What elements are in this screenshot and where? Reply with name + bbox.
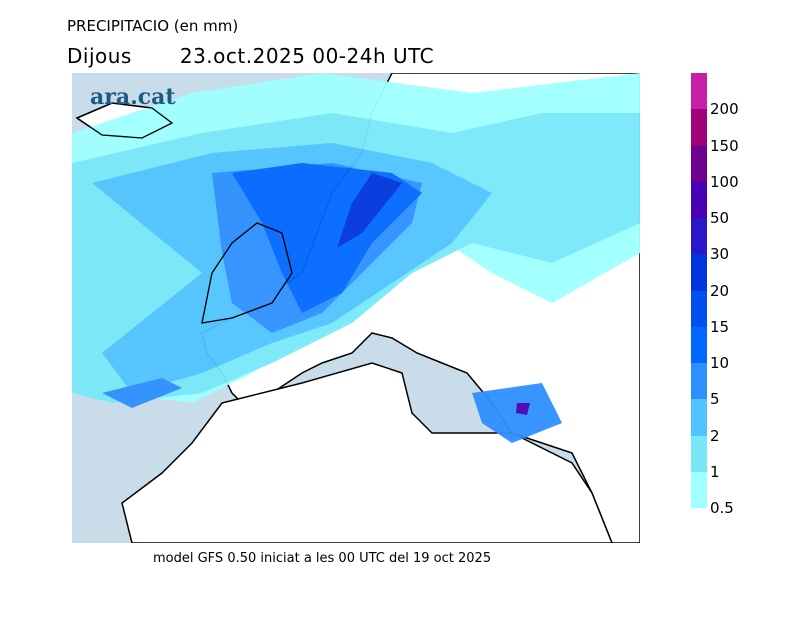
legend-label: 0.5 (710, 499, 734, 517)
legend-label: 1 (710, 462, 720, 481)
legend-swatch (691, 290, 707, 327)
legend-swatch (691, 181, 707, 218)
legend-label: 100 (710, 172, 739, 191)
precip-area-greece-core (516, 403, 530, 415)
legend-swatch (691, 399, 707, 436)
coastlines (75, 102, 293, 324)
legend-label: 150 (710, 136, 739, 155)
period-label: 23.oct.2025 00-24h UTC (179, 44, 435, 68)
legend-label: 200 (710, 100, 739, 119)
precipitation-map (72, 73, 640, 543)
legend-label: 10 (710, 354, 730, 372)
day-label: Dijous (67, 44, 132, 68)
legend-label: 50 (710, 209, 730, 227)
legend-swatch (691, 254, 707, 291)
legend-swatch (691, 218, 707, 255)
legend-label: 30 (710, 245, 730, 264)
legend-swatch (691, 326, 707, 363)
legend-swatch (691, 435, 707, 472)
legend-swatch (691, 363, 707, 400)
color-legend (691, 73, 707, 508)
precip-area-atlantic (102, 378, 182, 408)
ara-cat-logo: ara.cat (90, 84, 176, 110)
legend-label: 15 (710, 317, 730, 336)
legend-label: 2 (710, 426, 720, 445)
precip-area-20 (337, 173, 402, 248)
legend-swatch (691, 109, 707, 146)
date-line: Dijous 23.oct.2025 00-24h UTC (67, 44, 482, 68)
model-info-footer: model GFS 0.50 iniciat a les 00 UTC del … (153, 551, 492, 566)
legend-label: 20 (710, 281, 730, 300)
legend-swatch (691, 471, 707, 508)
legend-swatch (691, 73, 707, 110)
legend-swatch (691, 145, 707, 182)
legend-label: 5 (710, 390, 720, 409)
chart-title: PRECIPITACIO (en mm) (67, 17, 239, 35)
